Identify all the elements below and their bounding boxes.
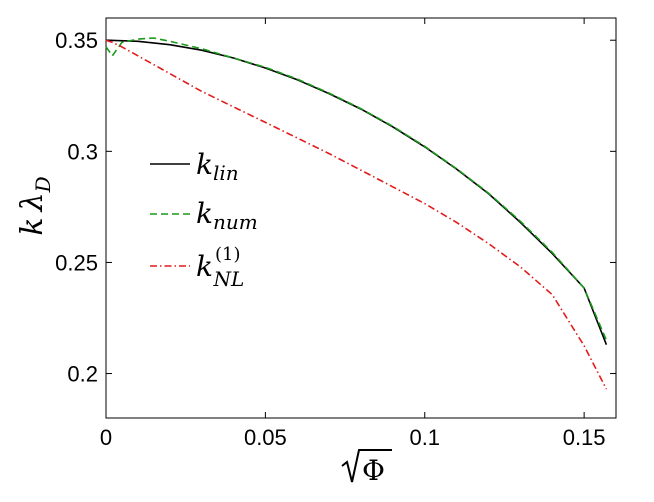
y-tick-label: 0.35	[55, 28, 98, 53]
y-axis-label: kλD	[15, 176, 55, 235]
x-tick-label: 0	[100, 425, 112, 450]
svg-text:kλD: kλD	[15, 176, 55, 235]
x-tick-label: 0.15	[563, 425, 606, 450]
series-layer	[105, 37, 608, 390]
y-axis-label-sub: D	[31, 176, 55, 193]
y-axis-label-k: k	[15, 217, 50, 235]
series-line-k-nl-1-	[105, 39, 608, 390]
axis-ticks: 0 0.05 0.1 0.15 0.2 0.25 0.3 0.35	[55, 18, 616, 450]
series-line-k-lin	[105, 39, 608, 345]
series-line-k-num	[105, 37, 608, 341]
y-tick-label: 0.3	[67, 139, 98, 164]
legend-label-k-lin: klin	[196, 148, 239, 185]
y-tick-label: 0.2	[67, 362, 98, 387]
x-tick-label: 0.05	[244, 425, 287, 450]
legend-label-k-num: knum	[196, 197, 258, 234]
phi-symbol: Φ	[362, 454, 385, 487]
legend: klin knum k (1) NL	[150, 148, 258, 291]
y-axis-label-lambda: λ	[15, 192, 50, 212]
x-tick-label: 0.1	[409, 425, 440, 450]
x-axis-label: Φ	[341, 449, 392, 487]
sqrt-symbol	[341, 449, 392, 483]
plot-area-frame	[105, 17, 617, 419]
y-tick-label: 0.25	[55, 250, 98, 275]
legend-label-k-nl: k (1) NL	[196, 244, 244, 291]
